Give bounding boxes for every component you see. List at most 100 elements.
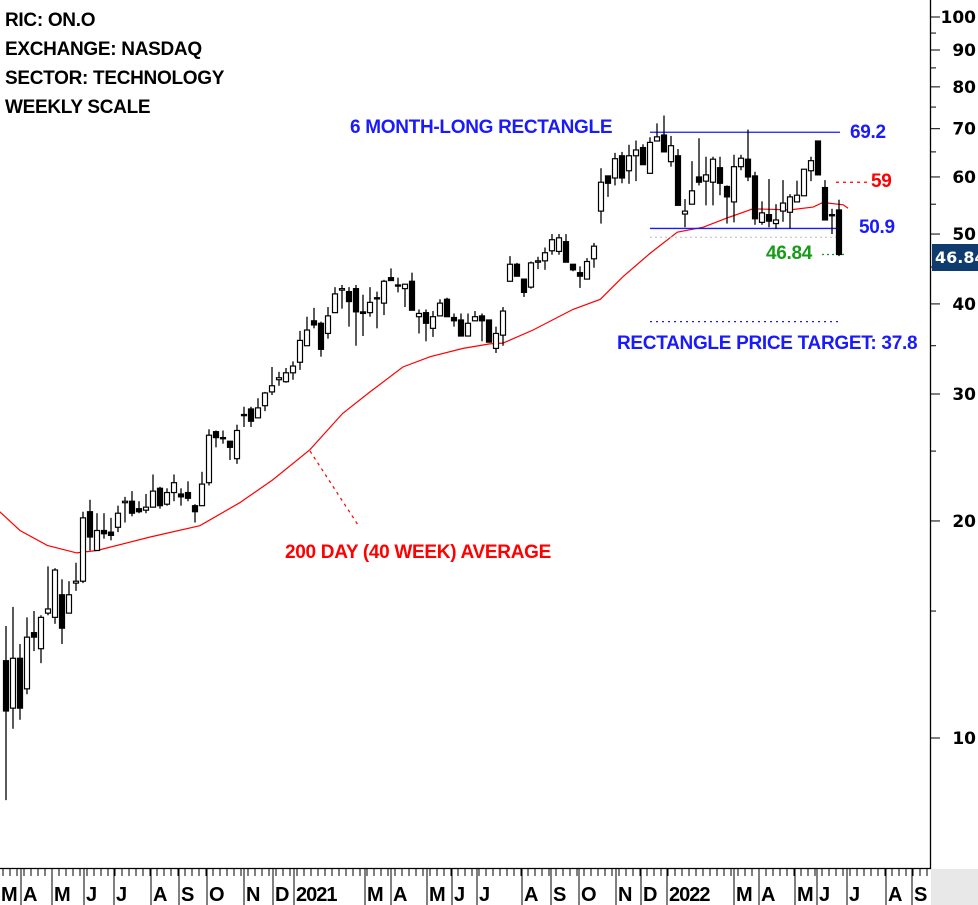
candle-body-up: [163, 491, 171, 505]
candle-body-down: [814, 140, 822, 176]
candle-body-up: [205, 434, 213, 484]
candle: [177, 488, 185, 506]
candle: [366, 287, 374, 317]
candle: [128, 491, 136, 517]
candle: [345, 287, 353, 327]
x-tick-label: J: [86, 884, 96, 905]
candle: [597, 168, 605, 224]
candle-body-down: [408, 280, 416, 311]
candle-body-up: [632, 149, 640, 157]
candle: [618, 151, 626, 184]
candle: [492, 326, 500, 353]
candle: [135, 501, 143, 514]
candle: [688, 161, 696, 205]
candle-body-down: [443, 298, 451, 318]
candle-body-up: [282, 372, 290, 383]
candle: [303, 316, 311, 347]
y-tick-label: 90: [952, 41, 976, 61]
candle: [2, 626, 10, 801]
candle-body-up: [709, 158, 717, 183]
candle: [44, 566, 52, 616]
red-level-label: 59: [871, 171, 892, 192]
candle: [310, 307, 318, 329]
candle-body-up: [324, 315, 332, 335]
price-target-label: RECTANGLE PRICE TARGET: 37.8: [617, 333, 918, 354]
candle-body-up: [338, 288, 346, 291]
candle-body-down: [674, 155, 682, 206]
x-tick-label: N: [246, 884, 260, 905]
candle: [478, 313, 486, 342]
x-tick-label: S: [914, 884, 927, 905]
candle-body-down: [660, 134, 668, 153]
level-lines-layer: [650, 131, 868, 323]
x-tick-label: A: [153, 884, 167, 905]
scale-label: WEEKLY SCALE: [5, 97, 151, 118]
candle-body-down: [604, 175, 612, 184]
candle: [373, 291, 381, 329]
candle-body-up: [583, 260, 591, 280]
candle: [23, 617, 31, 695]
candle-body-down: [520, 278, 528, 293]
candle-body-up: [51, 569, 59, 618]
x-tick-label: M: [429, 884, 445, 905]
x-tick-label: J: [849, 884, 859, 905]
x-tick-label: A: [393, 884, 407, 905]
candle: [429, 311, 437, 337]
candle: [534, 256, 542, 270]
candle: [548, 234, 556, 255]
candle: [254, 398, 262, 419]
x-tick-label: O: [209, 884, 224, 905]
candle-body-up: [79, 517, 87, 582]
candle: [114, 505, 122, 533]
y-tick-label: 10: [952, 729, 976, 749]
candle-body-down: [716, 167, 724, 184]
candle: [86, 499, 94, 551]
candle-body-up: [625, 155, 633, 172]
candle-body-up: [527, 262, 535, 288]
candle-body-down: [618, 155, 626, 179]
candle-body-down: [2, 660, 10, 712]
candle: [506, 256, 514, 282]
candle-body-up: [702, 174, 710, 182]
candle-body-up: [541, 252, 549, 262]
candle-body-up: [149, 490, 157, 508]
candle: [401, 283, 409, 308]
candle-body-down: [576, 272, 584, 277]
candle: [93, 513, 101, 552]
candle: [660, 115, 668, 153]
candle: [471, 311, 479, 322]
candle-body-down: [835, 209, 843, 256]
candle-body-up: [373, 297, 381, 300]
candle: [121, 496, 129, 523]
x-tick-label: 2021: [296, 884, 337, 905]
candle: [65, 581, 73, 614]
candle-body-up: [471, 316, 479, 322]
candle-body-up: [772, 219, 780, 225]
candle-body-up: [492, 332, 500, 350]
candle: [394, 277, 402, 293]
candle-body-up: [142, 506, 150, 511]
candle: [807, 156, 815, 182]
candle-body-up: [401, 283, 409, 290]
candle-body-up: [688, 190, 696, 205]
candle: [219, 430, 227, 444]
candle-body-up: [254, 407, 262, 419]
candle: [772, 204, 780, 230]
candle: [737, 154, 745, 171]
x-tick-label: J: [454, 884, 464, 905]
candle: [275, 371, 283, 386]
candle: [611, 152, 619, 186]
candle-body-down: [478, 315, 486, 322]
x-tick-label: A: [23, 884, 37, 905]
candle-body-up: [667, 145, 675, 163]
candle-body-up: [758, 212, 766, 223]
candle: [835, 199, 843, 257]
candle-body-down: [422, 312, 430, 324]
x-tick-label: J: [479, 884, 489, 905]
candles-layer: [2, 115, 843, 801]
y-tick-label: 70: [952, 120, 976, 140]
last-price-box: 46.84: [932, 244, 978, 271]
y-tick-label: 50: [952, 225, 976, 245]
candle-body-down: [345, 291, 353, 303]
candle-body-up: [597, 181, 605, 212]
